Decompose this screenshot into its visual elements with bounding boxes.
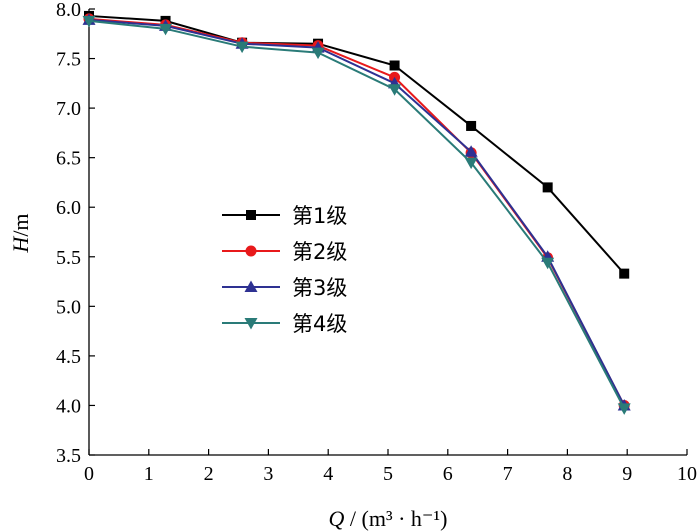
x-tick-label: 10: [677, 463, 697, 485]
y-tick-label: 6.0: [56, 197, 81, 219]
x-tick-label: 8: [562, 463, 572, 485]
x-axis-variable: Q: [329, 506, 345, 531]
y-tick-label: 8.0: [56, 0, 81, 21]
series-line: [88, 17, 626, 406]
x-tick-label: 5: [383, 463, 393, 485]
legend-label: 第1级: [292, 204, 347, 228]
data-point: [617, 403, 631, 415]
legend-marker: [246, 210, 256, 220]
data-point: [541, 257, 555, 270]
x-axis-unit: (m³ · h⁻¹): [362, 506, 448, 531]
y-tick-label: 5.5: [56, 247, 81, 269]
data-point: [466, 120, 477, 131]
x-tick-label: 9: [622, 463, 632, 485]
legend-label: 第2级: [292, 240, 347, 264]
data-point: [389, 60, 400, 71]
data-point: [542, 182, 553, 193]
x-tick-label: 7: [503, 463, 513, 485]
data-point: [388, 84, 402, 96]
series-line: [88, 14, 625, 275]
series-layer: [82, 10, 631, 415]
series-line: [88, 18, 626, 406]
legend-item: 第1级: [222, 204, 347, 228]
legend-item: 第3级: [222, 276, 347, 300]
y-tick-label: 4.0: [56, 395, 81, 417]
legend-marker: [244, 280, 258, 292]
x-tick-label: 3: [263, 463, 273, 485]
axes: 0 1 2 3 4 5 6 7 8 9 10 3.5 4.0 4.5 5.0 5.5 6.0 6.5 7.0 7.5…: [56, 0, 697, 485]
y-tick-label: 4.5: [56, 346, 81, 368]
y-axis-variable: H: [8, 236, 33, 254]
y-axis-title: H/m: [8, 213, 33, 253]
y-axis-unit: m: [8, 213, 33, 230]
series-2: [83, 13, 630, 411]
data-point: [82, 15, 96, 28]
data-point: [464, 145, 478, 157]
data-point: [235, 41, 249, 54]
data-point: [464, 157, 478, 170]
x-tick-label: 1: [144, 463, 154, 485]
x-tick-label: 6: [443, 463, 453, 485]
y-tick-label: 5.0: [56, 296, 81, 318]
legend-label: 第3级: [292, 276, 347, 300]
data-point: [311, 47, 325, 60]
series-4: [82, 15, 631, 415]
data-point: [619, 268, 630, 279]
series-line: [88, 19, 626, 409]
legend-item: 第2级: [222, 240, 347, 264]
x-tick-label: 2: [204, 463, 214, 485]
y-tick-label: 7.0: [56, 98, 81, 120]
x-tick-label: 4: [323, 463, 333, 485]
x-axis-ticks: 0 1 2 3 4 5 6 7 8 9 10: [84, 449, 697, 485]
data-point: [159, 23, 173, 36]
legend-marker: [245, 245, 257, 257]
y-axis-ticks: 3.5 4.0 4.5 5.0 5.5 6.0 6.5 7.0 7.5 8.0: [56, 0, 95, 467]
legend-marker: [244, 318, 258, 330]
legend-item: 第4级: [222, 312, 347, 336]
y-tick-label: 6.5: [56, 148, 81, 170]
series-3: [82, 13, 631, 411]
x-axis-title: Q / (m³ · h⁻¹): [329, 506, 448, 531]
y-axis-separator: /: [8, 230, 33, 237]
y-tick-label: 3.5: [56, 445, 81, 467]
series-1: [84, 10, 630, 279]
x-tick-label: 0: [84, 463, 94, 485]
x-axis-separator: /: [344, 506, 361, 531]
legend-label: 第4级: [292, 312, 347, 336]
y-tick-label: 7.5: [56, 49, 81, 71]
